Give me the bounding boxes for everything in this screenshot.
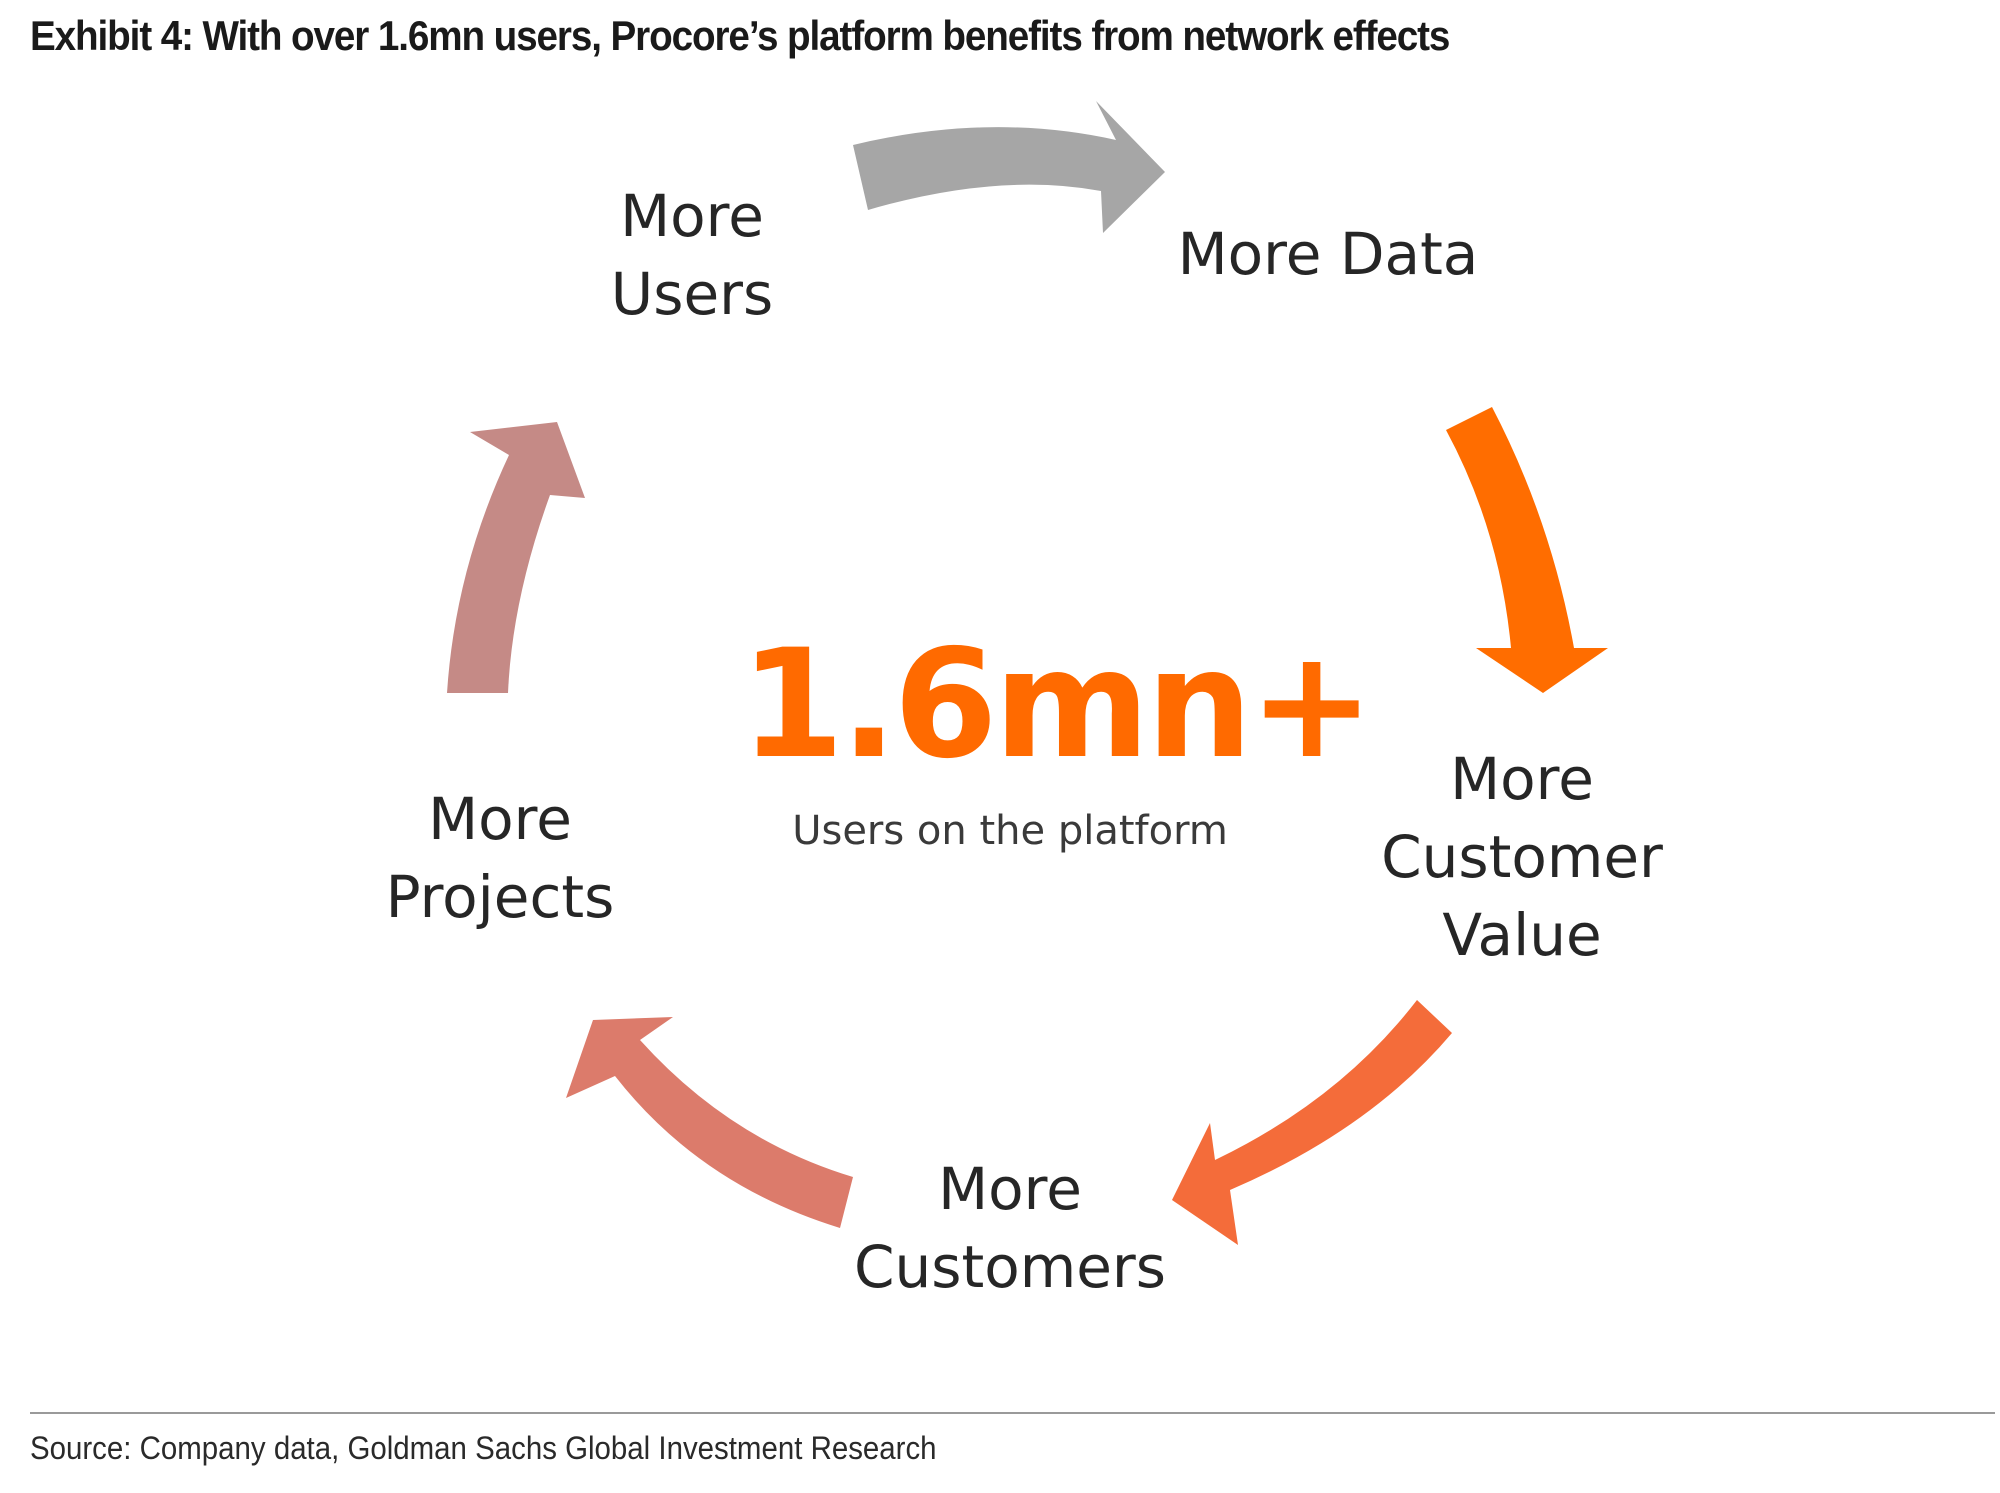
- label-line: More: [620, 182, 764, 250]
- label-more-customer-value: More Customer Value: [1362, 740, 1682, 974]
- label-line: Projects: [385, 863, 615, 931]
- arrow-customers-to-projects: [566, 1017, 853, 1228]
- source-note: Source: Company data, Goldman Sachs Glob…: [30, 1430, 937, 1466]
- label-more-projects: More Projects: [370, 780, 630, 936]
- label-line: Customers: [854, 1233, 1166, 1301]
- user-count-value: 1.6mn+: [740, 618, 1375, 792]
- label-more-users: More Users: [582, 177, 802, 333]
- arrow-data-to-value: [1446, 407, 1608, 693]
- label-line: Value: [1442, 901, 1602, 969]
- source-divider: [30, 1412, 1995, 1414]
- exhibit-title: Exhibit 4: With over 1.6mn users, Procor…: [30, 12, 1450, 59]
- label-line: More: [1450, 745, 1594, 813]
- arrow-projects-to-users: [447, 422, 585, 693]
- label-line: More Data: [1177, 220, 1479, 288]
- arrow-value-to-customers: [1172, 1000, 1452, 1245]
- label-line: More: [938, 1155, 1082, 1223]
- label-more-data: More Data: [1163, 215, 1493, 293]
- label-line: Customer: [1381, 823, 1663, 891]
- user-count-caption: Users on the platform: [792, 808, 1228, 854]
- label-line: More: [428, 785, 572, 853]
- label-line: Users: [610, 260, 774, 328]
- arrow-users-to-data: [853, 101, 1165, 233]
- label-more-customers: More Customers: [840, 1150, 1180, 1306]
